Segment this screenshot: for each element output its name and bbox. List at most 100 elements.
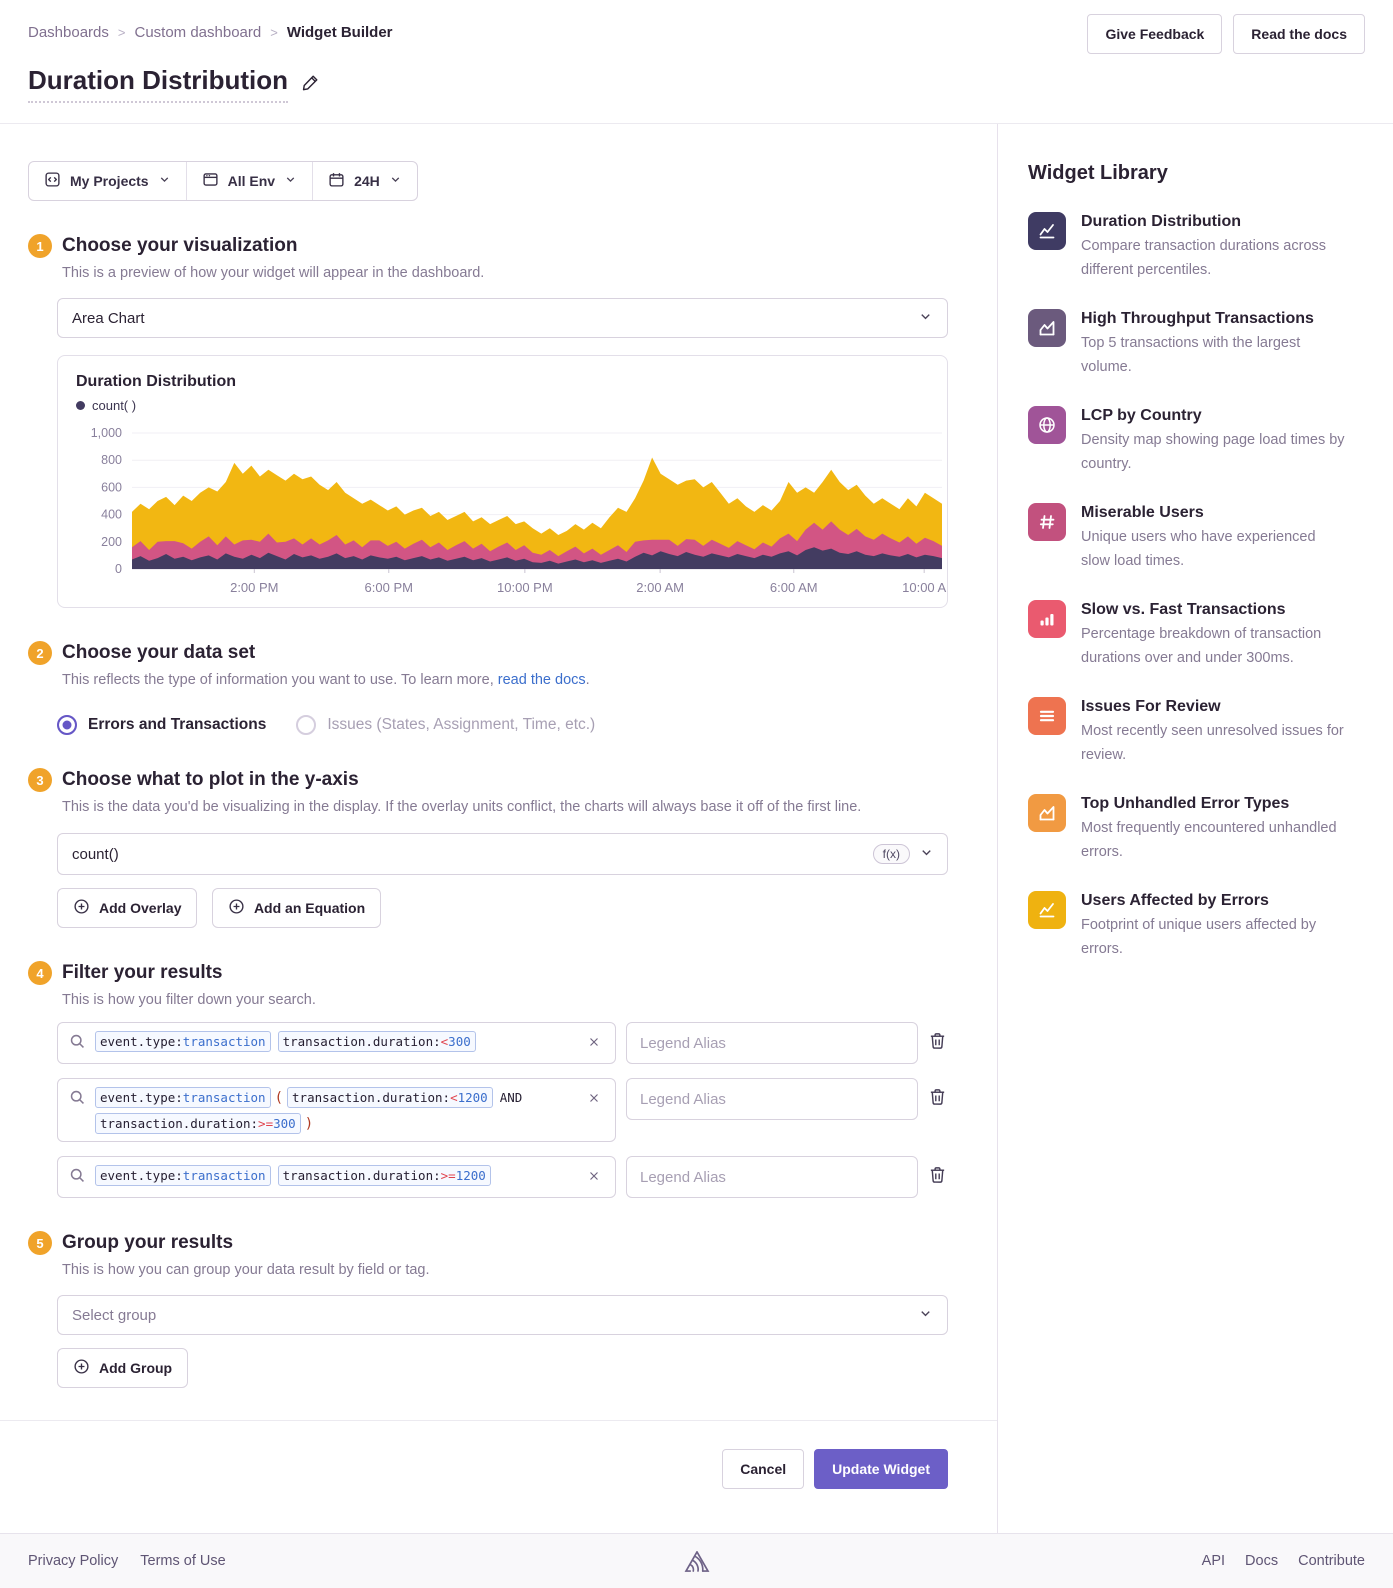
- filter-search-input[interactable]: event.type:transaction transaction.durati…: [57, 1022, 616, 1064]
- chart-title: Duration Distribution: [76, 373, 236, 390]
- token-val: 300: [448, 1034, 471, 1049]
- dataset-radio-option[interactable]: Issues (States, Assignment, Time, etc.): [296, 715, 595, 735]
- project-filter[interactable]: My Projects: [29, 162, 186, 200]
- footer-link[interactable]: Privacy Policy: [28, 1553, 119, 1569]
- widget-library-item[interactable]: Duration Distribution Compare transaction…: [1028, 212, 1367, 282]
- yaxis-function-field[interactable]: count() f(x): [57, 833, 948, 875]
- token-val: 300: [273, 1116, 296, 1131]
- add-group-label: Add Group: [99, 1360, 173, 1376]
- widget-library-panel: Widget Library Duration Distribution Comp…: [997, 124, 1393, 1533]
- give-feedback-button[interactable]: Give Feedback: [1087, 14, 1223, 54]
- delete-filter-button[interactable]: [928, 1031, 947, 1053]
- widget-name: LCP by Country: [1081, 407, 1202, 424]
- trash-icon: [928, 1087, 947, 1109]
- group-select[interactable]: Select group: [57, 1295, 948, 1335]
- window-icon: [202, 171, 219, 191]
- filter-token[interactable]: transaction.duration:<300: [277, 1031, 476, 1052]
- section-filter: 4 Filter your results This is how you fi…: [28, 961, 948, 1198]
- token-op: >=: [440, 1168, 456, 1183]
- calendar-icon: [328, 171, 345, 191]
- update-widget-button[interactable]: Update Widget: [814, 1449, 948, 1489]
- widget-description: Most frequently encountered unhandled er…: [1081, 820, 1337, 860]
- footer-right-links: API Docs Contribute: [1202, 1553, 1365, 1569]
- filter-token[interactable]: event.type:transaction: [95, 1165, 271, 1186]
- trash-icon: [928, 1031, 947, 1053]
- section-title: Choose your visualization: [62, 235, 298, 256]
- footer-link[interactable]: Docs: [1245, 1553, 1279, 1569]
- filter-token[interactable]: event.type:transaction: [95, 1087, 271, 1108]
- edit-title-button[interactable]: [299, 71, 322, 97]
- widget-library-item[interactable]: Slow vs. Fast Transactions Percentage bre…: [1028, 600, 1367, 670]
- legend-alias-input[interactable]: [626, 1022, 918, 1064]
- filter-token[interactable]: transaction.duration:>=300: [95, 1113, 301, 1134]
- add-group-button[interactable]: Add Group: [57, 1348, 189, 1388]
- footer-link[interactable]: API: [1201, 1553, 1226, 1569]
- step-badge: 2: [28, 641, 52, 665]
- filter-token[interactable]: transaction.duration:>=1200: [277, 1165, 491, 1186]
- footer-link[interactable]: Terms of Use: [140, 1553, 226, 1569]
- chart-legend[interactable]: count( ): [76, 398, 929, 413]
- legend-alias-input[interactable]: [626, 1156, 918, 1198]
- section-title: Choose your data set: [62, 642, 256, 663]
- widget-description: Density map showing page load times by c…: [1081, 432, 1345, 472]
- read-the-docs-link[interactable]: read the docs: [497, 672, 586, 688]
- filter-token[interactable]: transaction.duration:<1200: [287, 1087, 493, 1108]
- breadcrumb: Dashboards > Custom dashboard > Widget Build…: [28, 24, 1365, 41]
- widget-library-item[interactable]: LCP by Country Density map showing page l…: [1028, 406, 1367, 476]
- breadcrumb-item[interactable]: Dashboards: [28, 24, 109, 41]
- token-key: transaction.duration:: [282, 1168, 441, 1183]
- time-range-filter[interactable]: 24H: [312, 162, 417, 200]
- section-subtitle: This is how you filter down your search.: [62, 992, 316, 1008]
- token-op: <: [450, 1090, 458, 1105]
- filter-search-input[interactable]: event.type:transaction transaction.durati…: [57, 1156, 616, 1198]
- clear-search-button[interactable]: [585, 1033, 603, 1054]
- widget-library-list: Duration Distribution Compare transaction…: [1028, 212, 1367, 961]
- widget-library-item[interactable]: Miserable Users Unique users who have exp…: [1028, 503, 1367, 573]
- clear-search-button[interactable]: [585, 1089, 603, 1110]
- x-axis-tick-label: 10:00 PM: [497, 580, 553, 595]
- widget-library-item[interactable]: Top Unhandled Error Types Most frequently…: [1028, 794, 1367, 864]
- footer-link[interactable]: Contribute: [1298, 1553, 1365, 1569]
- widget-description: Compare transaction durations across dif…: [1081, 238, 1327, 278]
- x-axis-tick-label: 6:00 PM: [365, 580, 413, 595]
- widget-library-item[interactable]: Issues For Review Most recently seen unre…: [1028, 697, 1367, 767]
- area-chart-icon: [1028, 309, 1066, 347]
- breadcrumb-item[interactable]: Widget Builder: [286, 24, 393, 41]
- token-key: transaction.duration:: [282, 1034, 441, 1049]
- widget-library-item[interactable]: High Throughput Transactions Top 5 transa…: [1028, 309, 1367, 379]
- breadcrumb-item[interactable]: Custom dashboard: [134, 24, 262, 41]
- delete-filter-button[interactable]: [928, 1087, 947, 1109]
- delete-filter-button[interactable]: [928, 1165, 947, 1187]
- cancel-button[interactable]: Cancel: [722, 1449, 805, 1489]
- widget-name: Duration Distribution: [1081, 213, 1241, 230]
- area-series: [132, 547, 942, 569]
- filter-rows: event.type:transaction transaction.durati…: [57, 1022, 948, 1198]
- legend-dot: [76, 401, 85, 410]
- page-filter-bar: My Projects All Env 24H: [28, 161, 418, 201]
- widget-name: Top Unhandled Error Types: [1081, 795, 1290, 812]
- search-icon: [69, 1089, 86, 1111]
- visualization-select[interactable]: Area Chart: [57, 298, 948, 338]
- read-the-docs-button[interactable]: Read the docs: [1233, 14, 1365, 54]
- add-overlay-button[interactable]: Add Overlay: [57, 888, 198, 928]
- section-yaxis: 3 Choose what to plot in the y-axis This…: [28, 768, 948, 928]
- filter-token[interactable]: event.type:transaction: [95, 1031, 271, 1052]
- add-equation-button[interactable]: Add an Equation: [211, 888, 382, 928]
- clear-search-button[interactable]: [585, 1167, 603, 1188]
- sentry-logo-icon[interactable]: [683, 1549, 710, 1574]
- dataset-radio-option[interactable]: Errors and Transactions: [57, 715, 266, 735]
- filter-search-input[interactable]: event.type:transaction(transaction.durat…: [57, 1078, 616, 1142]
- footer-left-links: Privacy Policy Terms of Use: [28, 1553, 226, 1569]
- plus-circle-icon: [73, 1358, 90, 1378]
- widget-library-item[interactable]: Users Affected by Errors Footprint of uni…: [1028, 891, 1367, 961]
- section-subtitle: This reflects the type of information yo…: [62, 672, 590, 688]
- page-header: Dashboards > Custom dashboard > Widget Build…: [0, 0, 1393, 124]
- widget-name: Slow vs. Fast Transactions: [1081, 601, 1286, 618]
- section-visualization: 1 Choose your visualization This is a pr…: [28, 234, 948, 608]
- environment-filter[interactable]: All Env: [185, 162, 312, 200]
- filter-token-lines: event.type:transaction transaction.durati…: [95, 1030, 576, 1052]
- search-icon: [69, 1033, 86, 1055]
- group-select-placeholder: Select group: [72, 1306, 157, 1324]
- section-subtitle: This is a preview of how your widget wil…: [62, 265, 485, 281]
- legend-alias-input[interactable]: [626, 1078, 918, 1120]
